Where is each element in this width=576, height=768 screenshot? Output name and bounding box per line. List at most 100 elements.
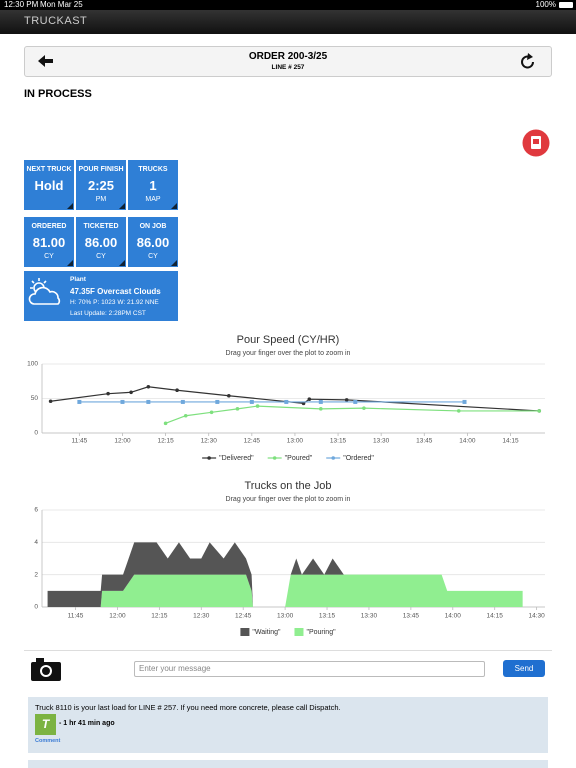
send-button[interactable]: Send [503,660,545,677]
point [48,399,53,404]
tile-unit: CY [96,253,106,260]
app-name: TRUCKAST [24,15,88,27]
info-tile: TICKETED 86.00 CY [76,217,126,267]
tile-corner [171,203,177,209]
x-tick-label: 14:15 [487,613,504,620]
x-tick-label: 13:15 [330,438,347,445]
tile-unit: CY [44,253,54,260]
point [106,391,110,396]
legend-label: "Pouring" [306,629,336,636]
legend-item: "Delivered" [202,455,254,462]
chart-subtitle: Drag your finger over the plot to zoom i… [226,350,351,357]
y-tick-label: 50 [31,395,39,402]
legend-swatch [331,456,336,460]
info-tile: ON JOB 86.00 CY [128,217,178,267]
tile-value: 81.00 [32,235,66,250]
weather-location: Plant [70,276,86,283]
y-tick-label: 6 [34,507,38,514]
point [209,410,214,415]
y-tick-label: 100 [27,361,38,368]
point [215,399,220,404]
pdf-button[interactable] [522,129,550,157]
x-tick-label: 12:30 [193,613,210,620]
x-tick-label: 12:15 [151,613,168,620]
point [146,399,151,404]
x-tick-label: 14:15 [502,438,519,445]
weather-details: H: 70% P: 1023 W: 21.92 NNE [70,299,159,306]
point [120,399,125,404]
x-tick-label: 14:00 [445,613,462,620]
legend-item: "Poured" [267,455,313,462]
point [129,390,133,395]
order-title: ORDER 200-3/25 [248,51,328,62]
x-tick-label: 14:30 [528,613,545,620]
tile-label: TRUCKS [138,166,168,173]
point [537,409,542,413]
legend-label: "Poured" [285,455,313,462]
point [255,404,260,408]
y-tick-label: 2 [34,571,38,578]
tile-unit: PM [95,196,107,203]
legend: "Delivered" "Poured" "Ordered" [202,455,374,462]
tile-unit: CY [148,253,158,260]
comment-link[interactable]: Comment [35,738,61,744]
order-header: ORDER 200-3/25 LINE # 257 [24,46,552,77]
point [362,406,366,410]
legend-swatch [272,456,277,460]
x-tick-label: 13:00 [287,438,304,445]
order-status: IN PROCESS [24,88,92,100]
app-bar: TRUCKAST [0,10,576,34]
battery-icon [559,2,573,8]
tile-label: TICKETED [83,223,119,230]
legend-swatch [207,456,211,460]
x-tick-label: 13:15 [319,613,336,620]
legend-item: "Pouring" [294,628,336,636]
legend-label: "Ordered" [343,455,374,462]
legend-label: "Delivered" [219,455,254,462]
x-tick-label: 12:00 [109,613,126,620]
point [318,399,323,404]
tile-label: NEXT TRUCK [26,166,72,173]
legend-swatch [294,628,304,636]
tile-value: 2:25 [87,178,115,193]
tile-value: 86.00 [136,235,170,250]
order-line: LINE # 257 [271,64,305,71]
status-date: Mon Mar 25 [40,0,83,9]
point [77,399,82,404]
x-tick-label: 13:00 [277,613,294,620]
message-card: Truck 8110 is your last load for LINE # … [28,697,548,753]
tile-corner [67,260,73,266]
info-tile: POUR FINISH 2:25 PM [76,160,126,210]
x-tick-label: 12:45 [244,438,261,445]
message-text: Truck 8110 is your last load for LINE # … [35,703,341,712]
legend-swatch [240,628,250,636]
tile-unit: MAP [145,196,161,203]
back-button[interactable] [37,54,55,68]
x-tick-label: 12:00 [114,438,131,445]
refresh-button[interactable] [519,53,537,71]
y-tick-label: 0 [34,604,38,611]
series-area [47,574,523,607]
point [163,421,168,426]
tile-label: ORDERED [31,223,67,230]
point [183,413,188,418]
weather-icon [28,278,61,305]
x-tick-label: 13:45 [416,438,433,445]
camera-button[interactable] [30,657,62,682]
info-tile: TRUCKS 1 MAP [128,160,178,210]
point [307,397,312,401]
series-line [50,386,540,412]
legend-item: "Waiting" [240,628,281,636]
legend: "Waiting" "Pouring" [240,628,336,636]
battery: 100% [535,0,556,9]
point [180,399,185,404]
status-time: 12:30 PM [4,0,39,9]
info-tile: ORDERED 81.00 CY [24,217,74,267]
status-bar: 12:30 PM Mon Mar 25 100% [0,0,576,10]
message-input[interactable]: Enter your message [134,661,485,677]
x-tick-label: 14:00 [459,438,476,445]
point [462,399,467,404]
x-tick-label: 13:30 [373,438,390,445]
y-tick-label: 4 [34,539,38,546]
